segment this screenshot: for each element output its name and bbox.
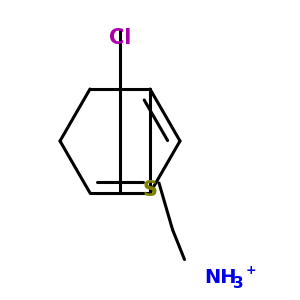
Text: S: S: [142, 181, 158, 200]
Text: Cl: Cl: [109, 28, 131, 47]
Text: NH: NH: [204, 268, 236, 287]
Text: +: +: [245, 263, 256, 277]
Text: 3: 3: [233, 276, 244, 291]
